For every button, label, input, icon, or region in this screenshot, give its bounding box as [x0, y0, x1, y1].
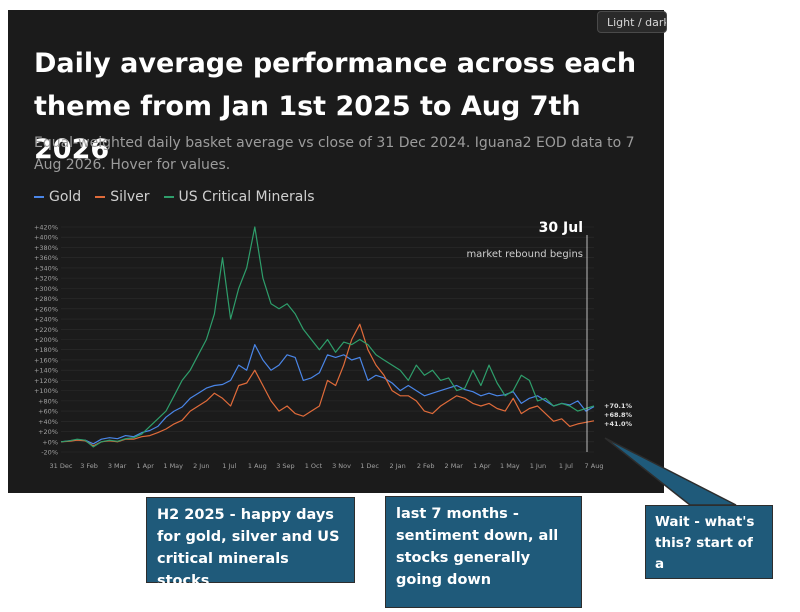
- legend-item-critical-minerals[interactable]: US Critical Minerals: [163, 189, 315, 205]
- y-tick-label: -20%: [41, 449, 58, 457]
- x-tick-label: 1 Jul: [222, 462, 236, 470]
- y-tick-label: +180%: [34, 346, 58, 354]
- y-tick-label: +400%: [34, 234, 58, 242]
- chart-legend: Gold Silver US Critical Minerals: [34, 189, 315, 205]
- y-tick-label: +220%: [34, 326, 58, 334]
- legend-label-silver: Silver: [110, 189, 150, 205]
- y-tick-label: +20%: [38, 428, 58, 436]
- chart-title: Daily average performance across each th…: [34, 48, 637, 165]
- y-tick-label: +360%: [34, 254, 58, 262]
- rebound-marker: 30 Jul market rebound begins: [466, 220, 588, 452]
- y-tick-label: +420%: [34, 224, 58, 232]
- y-tick-label: +100%: [34, 387, 58, 395]
- y-tick-label: +340%: [34, 264, 58, 272]
- y-tick-label: +200%: [34, 336, 58, 344]
- y-axis: -20% +0% +20% +40% +60% +80% +100% +120% +140% +1…: [34, 224, 58, 457]
- x-tick-label: 1 May: [500, 462, 520, 470]
- legend-label-critical-minerals: US Critical Minerals: [178, 189, 315, 205]
- series-line-critical-minerals: [60, 226, 595, 448]
- x-tick-label: 31 Dec: [50, 462, 73, 470]
- end-label: +68.8%: [604, 411, 632, 419]
- line-chart[interactable]: -20% +0% +20% +40% +60% +80% +100% +120% +140% +1…: [8, 10, 664, 493]
- chart-panel: [8, 10, 664, 493]
- x-tick-label: 1 Apr: [473, 462, 491, 470]
- annotation-bounceback: Wait - what's this? start of a bouncebac…: [645, 505, 773, 593]
- x-tick-label: 1 Oct: [305, 462, 323, 470]
- rebound-marker-caption: market rebound begins: [466, 249, 583, 260]
- y-tick-label: +300%: [34, 285, 58, 293]
- x-tick-label: 7 Aug: [585, 462, 604, 470]
- chart-grid: [61, 226, 594, 453]
- x-tick-label: 3 Mar: [108, 462, 127, 470]
- x-tick-label: 2 Jun: [193, 462, 209, 470]
- legend-swatch-silver: [95, 196, 106, 198]
- y-tick-label: +320%: [34, 275, 58, 283]
- x-tick-label: 1 Jul: [559, 462, 573, 470]
- legend-item-silver[interactable]: Silver: [95, 189, 150, 205]
- y-tick-label: +380%: [34, 244, 58, 252]
- chart-subtitle: Equal-weighted daily basket average vs c…: [34, 135, 635, 173]
- x-tick-label: 1 May: [163, 462, 183, 470]
- x-axis: 31 Dec 3 Feb 3 Mar 1 Apr 1 May 2 Jun 1 Jul 1 Au…: [50, 462, 604, 470]
- legend-label-gold: Gold: [49, 189, 82, 205]
- x-tick-label: 2 Jan: [390, 462, 406, 470]
- y-tick-label: +240%: [34, 316, 58, 324]
- x-tick-label: 2 Feb: [417, 462, 435, 470]
- x-tick-label: 1 Aug: [248, 462, 267, 470]
- end-label: +41.0%: [604, 420, 632, 428]
- rebound-marker-label: 30 Jul: [539, 220, 583, 236]
- y-tick-label: +280%: [34, 295, 58, 303]
- theme-toggle-button[interactable]: Light / dark: [597, 11, 667, 33]
- y-tick-label: +0%: [42, 438, 58, 446]
- x-tick-label: 3 Feb: [80, 462, 98, 470]
- annotation-h2-2025: H2 2025 - happy days for gold, silver an…: [146, 497, 355, 589]
- series-lines: [60, 226, 595, 448]
- annotation-last-7-months: last 7 months - sentiment down, all stoc…: [385, 496, 582, 608]
- series-line-gold: [60, 344, 595, 445]
- x-tick-label: 2 Mar: [445, 462, 464, 470]
- legend-item-gold[interactable]: Gold: [34, 189, 81, 205]
- y-tick-label: +260%: [34, 305, 58, 313]
- legend-swatch-critical-minerals: [163, 196, 174, 198]
- end-label: +70.1%: [604, 402, 632, 410]
- x-tick-label: 1 Jun: [530, 462, 546, 470]
- y-tick-label: +120%: [34, 377, 58, 385]
- series-line-silver: [60, 323, 595, 447]
- y-tick-label: +60%: [38, 408, 58, 416]
- legend-swatch-gold: [34, 196, 44, 198]
- x-tick-label: 1 Dec: [360, 462, 379, 470]
- y-tick-label: +160%: [34, 356, 58, 364]
- x-tick-label: 3 Sep: [276, 462, 294, 470]
- x-tick-label: 1 Apr: [136, 462, 154, 470]
- x-tick-label: 3 Nov: [332, 462, 351, 470]
- y-tick-label: +40%: [38, 418, 58, 426]
- end-labels: +70.1%+68.8%+41.0%: [604, 402, 632, 428]
- y-tick-label: +140%: [34, 367, 58, 375]
- y-tick-label: +80%: [38, 397, 58, 405]
